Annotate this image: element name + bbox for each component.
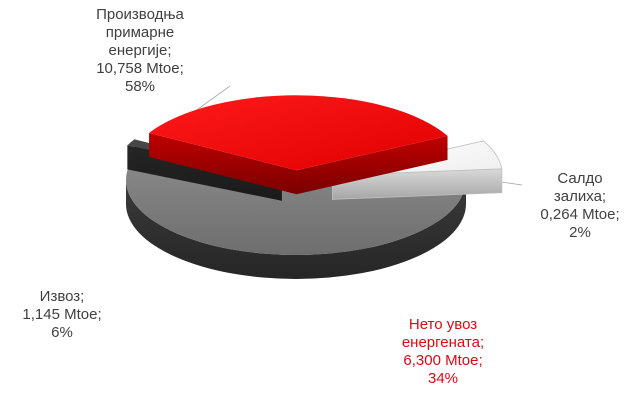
label-line: 0,264 Mtoe; (540, 206, 620, 223)
slice-net-import (149, 95, 448, 195)
slice-label-export: Извоз; 1,145 Mtoe; 6% (2, 288, 122, 342)
label-line: залиха; (553, 188, 607, 205)
slice-label-production: Производња примарне енергије; 10,758 Mtoe; 5… (70, 6, 210, 96)
slice-net-import-end-face (296, 135, 448, 195)
pie-slices (125, 95, 503, 279)
label-line: 10,758 Mtoe; (96, 60, 184, 77)
label-line: примарне (105, 24, 175, 41)
label-line: Нето увоз (408, 316, 478, 333)
label-line: енергената; (401, 334, 485, 351)
label-line: Салдо (557, 170, 603, 187)
slice-label-net-import: Нето увоз енергената; 6,300 Mtoe; 34% (373, 316, 513, 388)
label-line: Извоз; (39, 288, 85, 305)
label-line: 2% (569, 224, 591, 241)
label-line: Производња (96, 6, 184, 23)
label-line: 58% (124, 78, 156, 95)
slice-net-import-top (149, 95, 448, 171)
slice-production-wall (126, 180, 466, 279)
slice-label-stock-balance: Салдо залиха; 0,264 Mtoe; 2% (520, 170, 633, 242)
label-line: 6% (51, 324, 73, 341)
label-line: 34% (427, 370, 459, 387)
label-line: 1,145 Mtoe; (22, 306, 102, 323)
label-line: енергије; (108, 42, 172, 59)
label-line: 6,300 Mtoe; (403, 352, 483, 369)
slice-net-import-start-face (149, 132, 297, 195)
